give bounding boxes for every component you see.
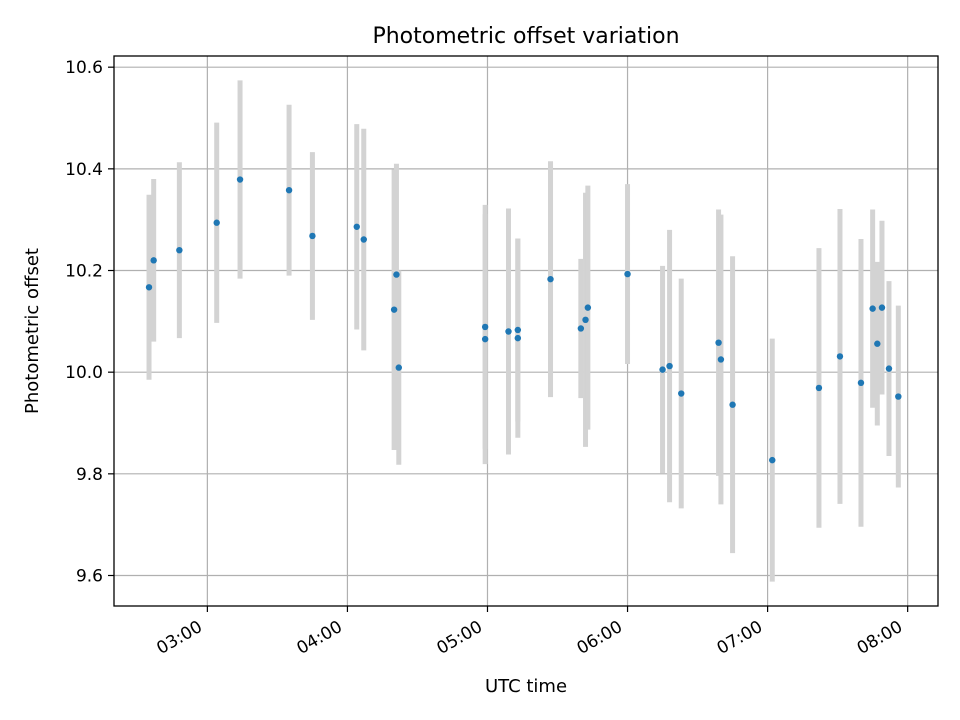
data-point bbox=[395, 364, 402, 371]
data-point bbox=[577, 325, 585, 332]
data-point bbox=[715, 339, 722, 346]
data-point bbox=[481, 323, 489, 331]
data-point bbox=[514, 334, 522, 342]
chart-title: Photometric offset variation bbox=[372, 24, 679, 49]
data-point bbox=[481, 335, 489, 343]
data-point bbox=[514, 326, 522, 334]
data-point bbox=[393, 271, 400, 278]
x-axis-label: UTC time bbox=[485, 676, 567, 697]
data-point bbox=[390, 306, 398, 313]
data-point bbox=[236, 176, 244, 183]
data-point bbox=[815, 384, 823, 392]
data-point bbox=[895, 393, 902, 400]
data-point bbox=[659, 366, 666, 373]
data-point bbox=[729, 401, 736, 408]
point-layer bbox=[145, 176, 902, 464]
data-point bbox=[878, 304, 886, 311]
data-point bbox=[717, 356, 725, 363]
data-point bbox=[678, 390, 685, 397]
data-point bbox=[145, 284, 153, 291]
data-point bbox=[874, 340, 881, 347]
data-point bbox=[309, 232, 316, 240]
data-point bbox=[176, 246, 183, 254]
data-point bbox=[857, 379, 865, 387]
data-point bbox=[584, 304, 592, 311]
data-point bbox=[666, 362, 673, 370]
data-point bbox=[285, 186, 293, 194]
y-tick-label: 10.0 bbox=[65, 363, 103, 383]
y-tick-label: 10.6 bbox=[65, 58, 103, 78]
y-tick-label: 9.6 bbox=[76, 567, 103, 587]
data-point bbox=[360, 236, 367, 243]
y-tick-label: 10.4 bbox=[65, 160, 103, 180]
data-point bbox=[150, 257, 157, 264]
data-point bbox=[505, 328, 512, 335]
data-point bbox=[869, 305, 876, 312]
data-point bbox=[547, 275, 554, 283]
data-point bbox=[624, 270, 631, 278]
plot-frame bbox=[113, 55, 939, 607]
data-point bbox=[582, 316, 589, 324]
data-point bbox=[353, 223, 360, 230]
data-point bbox=[885, 365, 893, 372]
y-tick-label: 9.8 bbox=[76, 465, 103, 485]
data-point bbox=[769, 456, 776, 464]
data-point bbox=[836, 353, 844, 360]
data-point bbox=[213, 219, 220, 226]
y-tick-label: 10.2 bbox=[65, 262, 103, 282]
grid-layer bbox=[114, 56, 938, 606]
tick-layer: 03:00 04:00 05:00 06:00 07:00 08:009.69.810.0… bbox=[65, 58, 909, 659]
y-axis-label: Photometric offset bbox=[22, 248, 43, 414]
